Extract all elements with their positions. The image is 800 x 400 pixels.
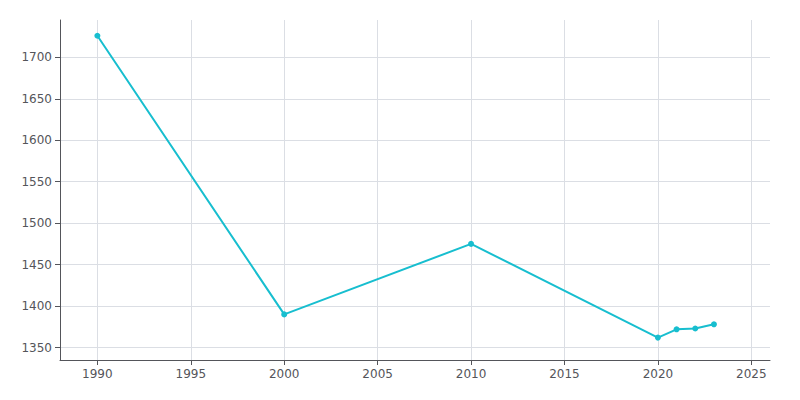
svg-text:1995: 1995 [176,367,207,381]
svg-text:2005: 2005 [362,367,393,381]
svg-text:2025: 2025 [736,367,767,381]
svg-text:1700: 1700 [21,50,52,64]
svg-text:1500: 1500 [21,216,52,230]
svg-text:2010: 2010 [456,367,487,381]
svg-text:1600: 1600 [21,133,52,147]
svg-text:1990: 1990 [82,367,113,381]
svg-text:1550: 1550 [21,175,52,189]
svg-text:1350: 1350 [21,341,52,355]
svg-text:1400: 1400 [21,299,52,313]
svg-text:1650: 1650 [21,92,52,106]
svg-text:2020: 2020 [643,367,674,381]
svg-text:1450: 1450 [21,258,52,272]
svg-text:2000: 2000 [269,367,300,381]
svg-text:2015: 2015 [549,367,580,381]
